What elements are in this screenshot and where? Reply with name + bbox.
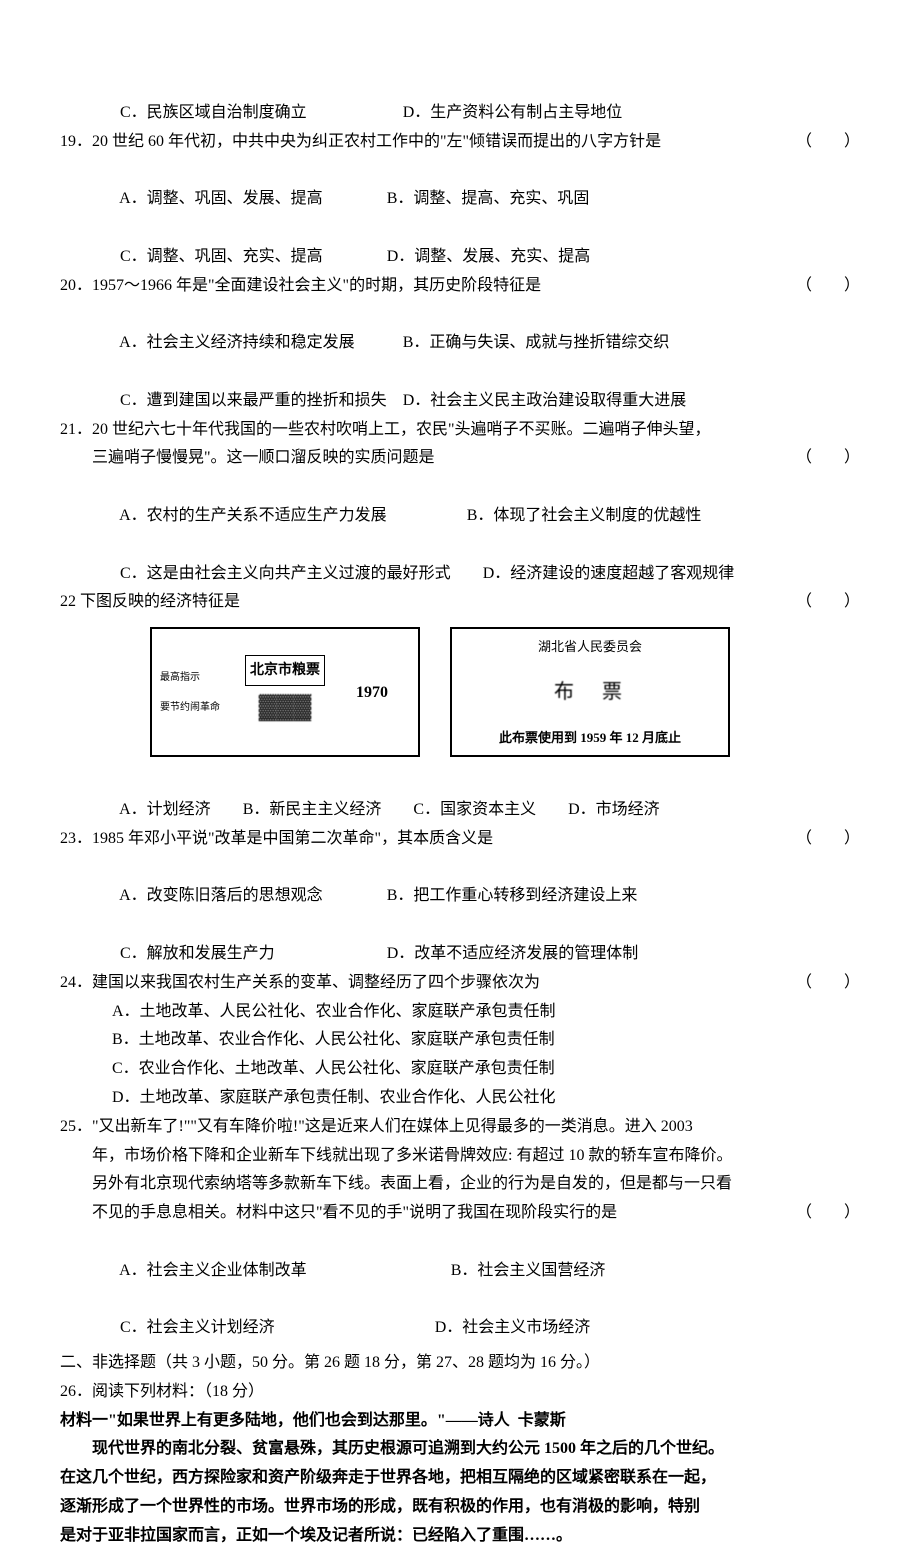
material1-p4: 是对于亚非拉国家而言，正如一个埃及记者所说：已经陷入了重围……。 [60, 1522, 860, 1551]
stamp1-title: 北京市粮票 [250, 658, 320, 683]
q24-stem: 24．建国以来我国农村生产关系的变革、调整经历了四个步骤依次为 （ ） [60, 969, 860, 998]
q25-options-cd: C．社会主义计划经济 D．社会主义市场经济 [60, 1285, 860, 1343]
q25-opt-d: D．社会主义市场经济 [435, 1319, 591, 1336]
q21-opt-c: C．这是由社会主义向共产主义过渡的最好形式 [120, 565, 451, 582]
q22-text: 22 下图反映的经济特征是 [60, 588, 776, 617]
q23-options-ab: A．改变陈旧落后的思想观念 B．把工作重心转移到经济建设上来 [60, 854, 860, 912]
q25-stem-line1: 25．"又出新车了!""又有车降价啦!"这是近来人们在媒体上见得最多的一类消息。… [60, 1113, 860, 1142]
q23-options-cd: C．解放和发展生产力 D．改革不适应经济发展的管理体制 [60, 911, 860, 969]
q24-opt-d: D．土地改革、家庭联产承包责任制、农业合作化、人民公社化 [60, 1084, 860, 1113]
q21-options-ab: A．农村的生产关系不适应生产力发展 B．体现了社会主义制度的优越性 [60, 473, 860, 531]
q22-images: 北京市粮票 最高指示 要节约闹革命 ▓▓▓ 1970 湖北省人民委员会 布 票 … [60, 617, 860, 767]
q19-opt-b: B．调整、提高、充实、巩固 [387, 190, 590, 207]
q20-opt-c: C．遭到建国以来最严重的挫折和损失 [120, 392, 387, 409]
q22-stem: 22 下图反映的经济特征是 （ ） [60, 588, 860, 617]
q26-title: 26．阅读下列材料：（18 分） [60, 1378, 860, 1407]
section2-header: 二、非选择题（共 3 小题，50 分。第 26 题 18 分，第 27、28 题… [60, 1349, 860, 1378]
q19-text: 19．20 世纪 60 年代初，中共中央为纠正农村工作中的"左"倾错误而提出的八… [60, 128, 776, 157]
q24-opt-c: C．农业合作化、土地改革、人民公社化、家庭联产承包责任制 [60, 1055, 860, 1084]
material1-p2: 在这几个世纪，西方探险家和资产阶级奔走于世界各地，把相互隔绝的区域紧密联系在一起… [60, 1464, 860, 1493]
stamp2-title: 湖北省人民委员会 [538, 635, 642, 658]
q20-opt-b: B．正确与失误、成就与挫折错综交织 [403, 334, 670, 351]
stamp1-year: 1970 [356, 679, 388, 708]
q22-opt-c: C．国家资本主义 [413, 801, 536, 818]
q19-paren: （ ） [776, 128, 860, 157]
q25-opt-a: A．社会主义企业体制改革 [119, 1262, 307, 1279]
q21-paren: （ ） [776, 444, 860, 473]
q19-opt-d: D．调整、发展、充实、提高 [387, 248, 591, 265]
material1-p3: 逐渐形成了一个世界性的市场。世界市场的形成，既有积极的作用，也有消极的影响，特别 [60, 1493, 860, 1522]
q20-opt-a: A．社会主义经济持续和稳定发展 [119, 334, 355, 351]
q18-opt-c: C．民族区域自治制度确立 [120, 104, 307, 121]
q23-opt-d: D．改革不适应经济发展的管理体制 [387, 945, 639, 962]
stamp2-mid: 布 票 [554, 674, 626, 710]
q20-stem: 20．1957～1966 年是"全面建设社会主义"的时期，其历史阶段特征是 （ … [60, 272, 860, 301]
stamp2-bottom: 此布票使用到 1959 年 12 月底止 [499, 726, 681, 749]
q23-stem: 23．1985 年邓小平说"改革是中国第二次革命"，其本质含义是 （ ） [60, 825, 860, 854]
q25-opt-c: C．社会主义计划经济 [120, 1319, 275, 1336]
stamp1-small1: 最高指示 [160, 669, 200, 687]
q19-options-ab: A．调整、巩固、发展、提高 B．调整、提高、充实、巩固 [60, 156, 860, 214]
q23-opt-c: C．解放和发展生产力 [120, 945, 275, 962]
q21-text2: 三遍哨子慢慢晃"。这一顺口溜反映的实质问题是 [92, 444, 776, 473]
q25-stem-line2: 年，市场价格下降和企业新车下线就出现了多米诺骨牌效应: 有超过 10 款的轿车宣… [60, 1142, 860, 1171]
q25-options-ab: A．社会主义企业体制改革 B．社会主义国营经济 [60, 1228, 860, 1286]
q25-opt-b: B．社会主义国营经济 [451, 1262, 606, 1279]
q20-text: 20．1957～1966 年是"全面建设社会主义"的时期，其历史阶段特征是 [60, 272, 776, 301]
q19-opt-c: C．调整、巩固、充实、提高 [120, 248, 323, 265]
stamp-hubei: 湖北省人民委员会 布 票 此布票使用到 1959 年 12 月底止 [450, 627, 730, 757]
q18-options-cd: C．民族区域自治制度确立 D．生产资料公有制占主导地位 [60, 70, 860, 128]
q21-opt-a: A．农村的生产关系不适应生产力发展 [119, 507, 387, 524]
q19-opt-a: A．调整、巩固、发展、提高 [119, 190, 323, 207]
q24-paren: （ ） [776, 969, 860, 998]
q21-options-cd: C．这是由社会主义向共产主义过渡的最好形式 D．经济建设的速度超越了客观规律 [60, 531, 860, 589]
q23-text: 23．1985 年邓小平说"改革是中国第二次革命"，其本质含义是 [60, 825, 776, 854]
q22-opt-d: D．市场经济 [568, 801, 660, 818]
q21-stem-line1: 21．20 世纪六七十年代我国的一些农村吹哨上工，农民"头遍哨子不买账。二遍哨子… [60, 416, 860, 445]
q21-opt-d: D．经济建设的速度超越了客观规律 [483, 565, 735, 582]
q25-stem-line4: 不见的手息息相关。材料中这只"看不见的手"说明了我国在现阶段实行的是 （ ） [60, 1199, 860, 1228]
material1-title: 材料一"如果世界上有更多陆地，他们也会到达那里。"——诗人 卡蒙斯 [60, 1407, 860, 1436]
material1-p1: 现代世界的南北分裂、贫富悬殊，其历史根源可追溯到大约公元 1500 年之后的几个… [60, 1435, 860, 1464]
q18-opt-d: D．生产资料公有制占主导地位 [403, 104, 623, 121]
q24-text: 24．建国以来我国农村生产关系的变革、调整经历了四个步骤依次为 [60, 969, 776, 998]
stamp-beijing: 北京市粮票 最高指示 要节约闹革命 ▓▓▓ 1970 [150, 627, 420, 757]
q19-options-cd: C．调整、巩固、充实、提高 D．调整、发展、充实、提高 [60, 214, 860, 272]
stamp1-small2: 要节约闹革命 [160, 699, 220, 717]
q25-paren: （ ） [776, 1199, 860, 1228]
q23-paren: （ ） [776, 825, 860, 854]
q21-opt-b: B．体现了社会主义制度的优越性 [467, 507, 702, 524]
q25-stem-line3: 另外有北京现代索纳塔等多款新车下线。表面上看，企业的行为是自发的，但是都与一只看 [60, 1170, 860, 1199]
q22-opt-a: A．计划经济 [119, 801, 211, 818]
q23-opt-b: B．把工作重心转移到经济建设上来 [387, 887, 638, 904]
q20-opt-d: D．社会主义民主政治建设取得重大进展 [403, 392, 687, 409]
q20-options-cd: C．遭到建国以来最严重的挫折和损失 D．社会主义民主政治建设取得重大进展 [60, 358, 860, 416]
q22-opt-b: B．新民主主义经济 [243, 801, 382, 818]
q24-opt-b: B．土地改革、农业合作化、人民公社化、家庭联产承包责任制 [60, 1026, 860, 1055]
q19-stem: 19．20 世纪 60 年代初，中共中央为纠正农村工作中的"左"倾错误而提出的八… [60, 128, 860, 157]
q20-options-ab: A．社会主义经济持续和稳定发展 B．正确与失误、成就与挫折错综交织 [60, 300, 860, 358]
q22-paren: （ ） [776, 588, 860, 617]
q21-stem-line2: 三遍哨子慢慢晃"。这一顺口溜反映的实质问题是 （ ） [60, 444, 860, 473]
q24-opt-a: A．土地改革、人民公社化、农业合作化、家庭联产承包责任制 [60, 998, 860, 1027]
q20-paren: （ ） [776, 272, 860, 301]
q23-opt-a: A．改变陈旧落后的思想观念 [119, 887, 323, 904]
q25-text4: 不见的手息息相关。材料中这只"看不见的手"说明了我国在现阶段实行的是 [92, 1199, 776, 1228]
stamp1-decor: ▓▓▓ [259, 686, 312, 729]
q22-options: A．计划经济 B．新民主主义经济 C．国家资本主义 D．市场经济 [60, 767, 860, 825]
